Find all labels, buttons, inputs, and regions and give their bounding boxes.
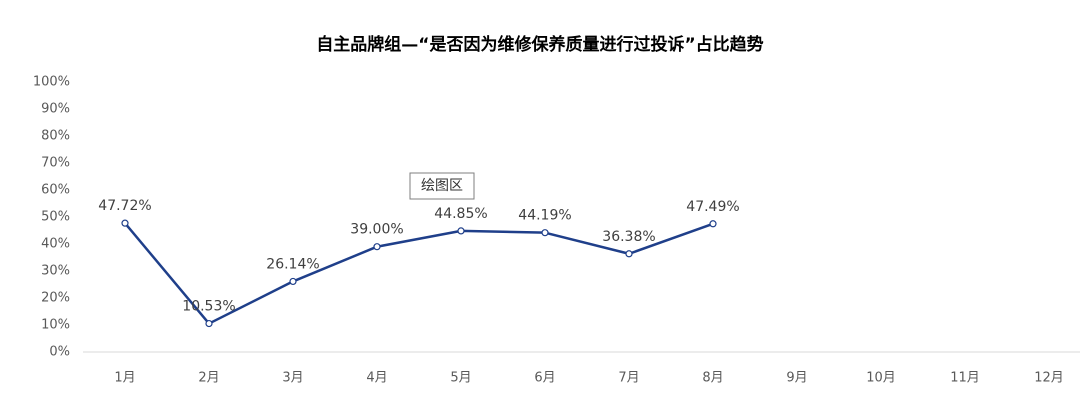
series-line [124, 222, 714, 325]
data-label: 47.72% [98, 198, 151, 214]
point [709, 220, 717, 228]
x-tick-label: 5月 [450, 371, 471, 386]
y-tick-label: 100% [33, 75, 70, 90]
x-tick-label: 1月 [114, 371, 135, 386]
x-tick-label: 3月 [282, 371, 303, 386]
point [121, 219, 129, 227]
y-tick-label: 60% [41, 183, 70, 198]
point [205, 319, 213, 328]
y-tick-label: 40% [41, 237, 70, 252]
x-tick-label: 6月 [534, 371, 555, 386]
y-tick-label: 50% [41, 210, 70, 225]
x-tick-label: 2月 [198, 371, 219, 386]
point [541, 229, 549, 237]
data-label: 10.53% [182, 299, 235, 315]
x-tick-label: 10月 [866, 371, 896, 386]
data-label: 26.14% [266, 256, 319, 272]
y-tick-label: 80% [41, 129, 70, 144]
y-tick-label: 30% [41, 264, 70, 279]
point [457, 227, 465, 235]
data-label: 39.00% [350, 222, 403, 238]
data-label: 44.85% [434, 206, 487, 222]
y-tick-label: 90% [41, 102, 70, 117]
data-label: 36.38% [602, 229, 655, 245]
x-tick-label: 4月 [366, 371, 387, 386]
point [625, 250, 633, 258]
x-tick-label: 12月 [1034, 371, 1064, 386]
y-tick-label: 20% [41, 291, 70, 306]
point [289, 277, 297, 286]
y-tick-label: 10% [41, 318, 70, 333]
y-tick-label: 0% [49, 345, 70, 360]
x-tick-label: 11月 [950, 371, 980, 386]
data-label: 44.19% [518, 208, 571, 224]
x-tick-label: 7月 [618, 371, 639, 386]
tooltip: 绘图区 [421, 178, 463, 194]
x-tick-label: 9月 [786, 371, 807, 386]
data-label: 47.49% [686, 199, 739, 215]
tooltip-box [409, 172, 475, 200]
chart-title: 自主品牌组—“是否因为维修保养质量进行过投诉”占比趋势 [316, 34, 763, 55]
y-tick-label: 70% [41, 156, 70, 171]
x-tick-label: 8月 [702, 371, 723, 386]
point [373, 243, 381, 251]
